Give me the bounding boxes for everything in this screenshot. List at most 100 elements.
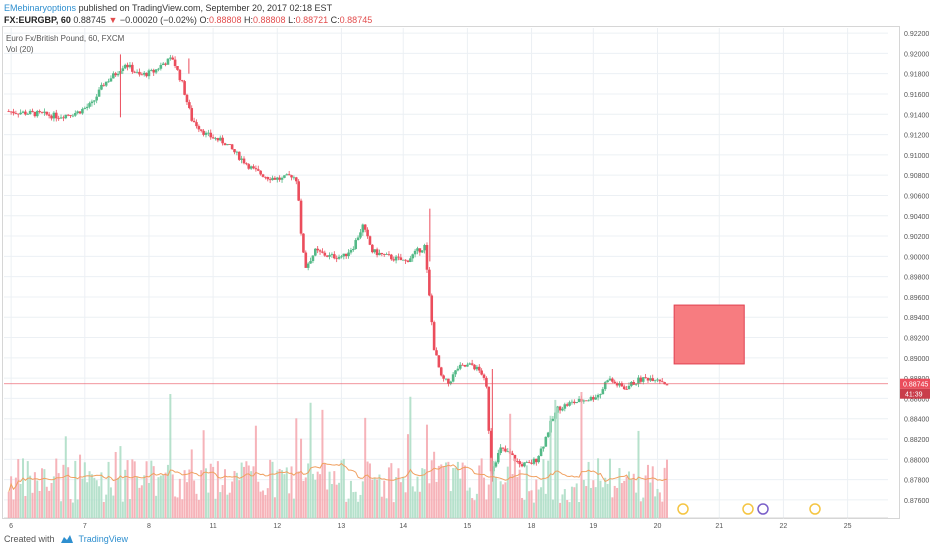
candle-body xyxy=(584,400,588,402)
volume-bar xyxy=(506,466,509,518)
volume-bar xyxy=(544,493,547,518)
candle-body xyxy=(254,168,258,170)
candle-body xyxy=(211,137,215,139)
candle-body xyxy=(551,418,555,421)
volume-bar xyxy=(502,484,505,518)
x-tick-label: 14 xyxy=(399,523,407,530)
candle-body xyxy=(613,381,617,384)
candle-body xyxy=(266,176,270,180)
volume-bar xyxy=(511,474,514,518)
volume-bar xyxy=(121,501,124,518)
volume-bar xyxy=(12,499,15,518)
candle-body xyxy=(335,258,338,260)
candle-body xyxy=(88,103,91,107)
volume-bar xyxy=(55,458,58,518)
candle-body xyxy=(9,111,13,113)
candle-body xyxy=(131,64,134,72)
volume-bar xyxy=(542,459,545,518)
candle-body xyxy=(207,132,210,134)
author-link[interactable]: EMebinaryoptions xyxy=(4,3,77,13)
volume-bar xyxy=(316,471,319,518)
volume-bar xyxy=(295,418,298,518)
low-label: L: xyxy=(288,15,296,25)
candle-body xyxy=(368,236,372,245)
volume-bar xyxy=(435,481,438,518)
volume-bar xyxy=(243,466,246,518)
volume-bar xyxy=(411,486,414,518)
volume-bar xyxy=(309,402,312,518)
candle-body xyxy=(40,112,44,113)
volume-bar xyxy=(140,485,143,518)
candle-body xyxy=(81,108,84,114)
volume-bar xyxy=(262,490,265,518)
volume-bar xyxy=(323,463,326,518)
candle-body xyxy=(180,80,184,82)
candle-body xyxy=(378,252,381,256)
volume-bar xyxy=(430,460,433,518)
candle-body xyxy=(285,174,289,176)
volume-bar xyxy=(513,458,516,518)
candle-body xyxy=(228,144,232,145)
tradingview-brand-link[interactable]: TradingView xyxy=(78,534,129,544)
volume-bar xyxy=(281,470,284,518)
candle-body xyxy=(380,252,384,255)
candle-body xyxy=(252,166,255,169)
volume-bar xyxy=(93,477,96,518)
candle-body xyxy=(221,137,224,144)
volume-bar xyxy=(257,481,260,518)
volume-bar xyxy=(214,498,217,518)
candle-body xyxy=(321,251,324,253)
volume-bar xyxy=(630,478,633,518)
candle-body xyxy=(482,374,486,378)
candle-body xyxy=(606,380,609,383)
volume-bar xyxy=(69,499,72,518)
x-tick-label: 8 xyxy=(147,523,151,530)
y-tick-label: 0.89600 xyxy=(904,295,929,302)
volume-bar xyxy=(195,493,198,518)
candle-body xyxy=(656,379,659,381)
volume-bar xyxy=(523,499,526,518)
y-tick-label: 0.91000 xyxy=(904,153,929,160)
volume-bar xyxy=(666,459,668,518)
candle-body xyxy=(237,151,241,160)
volume-bar xyxy=(637,430,640,518)
x-tick-label: 18 xyxy=(528,523,536,530)
volume-bar xyxy=(385,498,388,518)
candle-body xyxy=(62,117,65,119)
volume-title: Vol (20) xyxy=(6,45,34,54)
volume-bar xyxy=(326,489,329,518)
candle-body xyxy=(397,256,400,258)
volume-bar xyxy=(162,474,165,518)
candle-body xyxy=(73,113,77,116)
candle-body xyxy=(373,249,377,253)
volume-bar xyxy=(639,501,642,518)
candle-body xyxy=(463,364,467,367)
candle-body xyxy=(188,102,191,109)
candle-body xyxy=(268,179,272,181)
volume-bar xyxy=(599,480,602,518)
volume-bar xyxy=(582,479,585,518)
candle-body xyxy=(85,106,89,109)
volume-bar xyxy=(433,451,436,518)
volume-bar xyxy=(347,498,350,518)
candle-body xyxy=(660,381,664,383)
candle-body xyxy=(470,363,474,365)
candle-body xyxy=(347,252,350,257)
volume-bar xyxy=(547,460,550,518)
y-tick-label: 0.88200 xyxy=(904,437,929,444)
candle-body xyxy=(601,389,605,395)
volume-bar xyxy=(283,474,286,518)
volume-bar xyxy=(383,480,386,518)
y-tick-label: 0.89000 xyxy=(904,356,929,363)
volume-bar xyxy=(649,482,652,518)
candle-body xyxy=(249,166,253,169)
candle-body xyxy=(138,71,141,75)
volume-bar xyxy=(428,483,431,518)
volume-bar xyxy=(41,468,44,518)
volume-bar xyxy=(285,467,288,518)
volume-bar xyxy=(456,461,459,518)
candle-body xyxy=(152,69,156,73)
volume-bar xyxy=(485,499,488,518)
candle-body xyxy=(299,200,303,234)
